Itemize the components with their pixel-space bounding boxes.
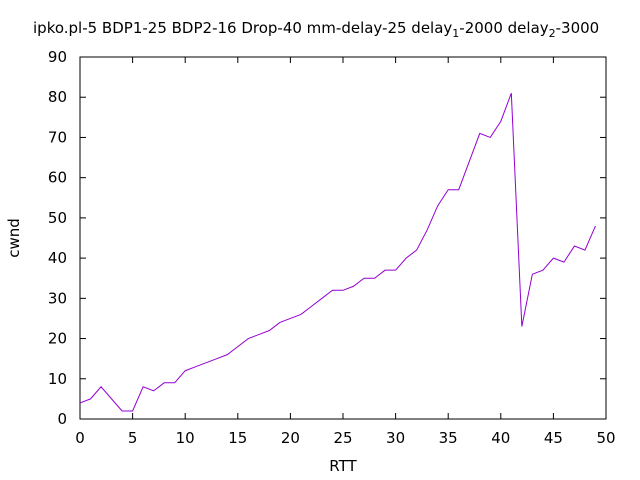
x-tick-label: 50 [596,429,615,447]
x-tick-label: 5 [128,429,138,447]
y-tick-label: 40 [48,249,67,267]
y-tick-label: 60 [48,169,67,187]
y-axis-title: cwnd [5,218,23,258]
y-tick-label: 30 [48,289,67,307]
x-tick-label: 20 [281,429,300,447]
x-tick-label: 45 [544,429,563,447]
x-tick-label: 25 [333,429,352,447]
x-tick-label: 40 [491,429,510,447]
y-tick-label: 80 [48,88,67,106]
y-tick-label: 50 [48,209,67,227]
x-tick-label: 15 [228,429,247,447]
x-axis: 0 5 10 15 20 25 30 35 40 45 50 [75,57,616,447]
x-tick-label: 35 [439,429,458,447]
y-tick-label: 70 [48,128,67,146]
y-tick-label: 20 [48,330,67,348]
x-tick-label: 10 [176,429,195,447]
cwnd-series-line [79,93,596,412]
y-tick-label: 0 [57,410,67,428]
y-tick-label: 90 [48,48,67,66]
plot-frame [79,56,607,420]
y-tick-label: 10 [48,370,67,388]
x-axis-title: RTT [329,457,357,475]
y-axis: 0 10 20 30 40 50 60 70 80 90 [48,48,606,428]
x-tick-label: 0 [75,429,85,447]
x-tick-label: 30 [386,429,405,447]
chart-title: ipko.pl-5 BDP1-25 BDP2-16 Drop-40 mm-del… [33,19,599,40]
